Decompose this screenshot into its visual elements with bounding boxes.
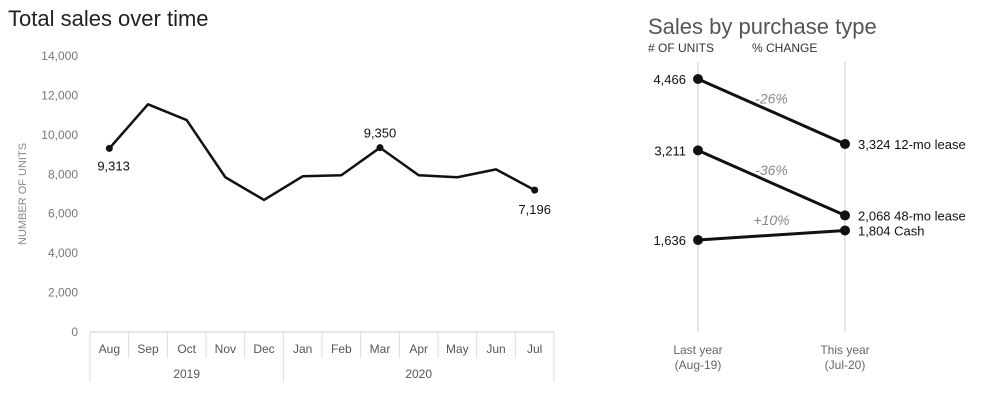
end-value-label: 2,068 48-mo lease bbox=[858, 208, 966, 223]
x-tick-label: Apr bbox=[409, 342, 428, 356]
period-label: Last year bbox=[673, 343, 722, 357]
slope-start-marker bbox=[693, 74, 703, 84]
start-value-label: 3,211 bbox=[654, 143, 686, 158]
x-group-label: 2019 bbox=[173, 367, 200, 381]
y-tick-label: 8,000 bbox=[48, 167, 78, 181]
y-tick-label: 0 bbox=[71, 325, 78, 339]
x-tick-label: Nov bbox=[215, 342, 236, 356]
slope-start-marker bbox=[693, 235, 703, 245]
slope-end-marker bbox=[840, 210, 850, 221]
data-label: 9,313 bbox=[97, 158, 130, 173]
percent-change-label: -36% bbox=[755, 162, 788, 178]
percent-change-label: +10% bbox=[753, 212, 789, 228]
x-tick-label: Mar bbox=[370, 342, 391, 356]
y-tick-label: 14,000 bbox=[41, 49, 78, 63]
series-line bbox=[108, 103, 536, 202]
data-point-marker bbox=[105, 144, 113, 152]
slope-end-marker bbox=[840, 138, 850, 149]
x-tick-label: Dec bbox=[253, 342, 274, 356]
end-value-label: 1,804 Cash bbox=[858, 223, 925, 238]
y-tick-label: 6,000 bbox=[48, 207, 78, 221]
y-tick-label: 12,000 bbox=[41, 88, 78, 102]
x-tick-label: May bbox=[446, 342, 469, 356]
change-column-header: % CHANGE bbox=[752, 41, 818, 55]
data-point-marker bbox=[531, 186, 539, 194]
percent-change-label: -26% bbox=[755, 90, 788, 106]
slope-line bbox=[697, 149, 846, 217]
slope-start-marker bbox=[693, 145, 703, 156]
y-tick-label: 10,000 bbox=[41, 128, 78, 142]
y-tick-label: 2,000 bbox=[48, 286, 78, 300]
start-value-label: 1,636 bbox=[653, 233, 686, 248]
slope-line bbox=[697, 77, 846, 146]
x-group-label: 2020 bbox=[405, 367, 432, 381]
period-label: (Jul-20) bbox=[825, 358, 866, 372]
y-axis-title: NUMBER OF UNITS bbox=[17, 143, 29, 245]
x-tick-label: Jul bbox=[527, 342, 542, 356]
data-label: 9,350 bbox=[364, 126, 397, 141]
units-column-header: # OF UNITS bbox=[648, 41, 715, 55]
slope-chart-title: Sales by purchase type bbox=[648, 14, 877, 39]
period-label: This year bbox=[820, 343, 869, 357]
end-value-label: 3,324 12-mo lease bbox=[858, 137, 966, 152]
start-value-label: 4,466 bbox=[653, 72, 686, 87]
y-tick-label: 4,000 bbox=[48, 246, 78, 260]
data-label: 7,196 bbox=[518, 202, 551, 217]
slope-end-marker bbox=[840, 225, 850, 236]
period-label: (Aug-19) bbox=[675, 358, 722, 372]
x-tick-label: Oct bbox=[177, 342, 196, 356]
x-tick-label: Jun bbox=[486, 342, 505, 356]
x-tick-label: Sep bbox=[137, 342, 159, 356]
x-tick-label: Aug bbox=[99, 342, 120, 356]
line-chart-title: Total sales over time bbox=[8, 6, 209, 31]
slope-line bbox=[697, 228, 846, 242]
data-point-marker bbox=[376, 144, 384, 152]
x-tick-label: Jan bbox=[293, 342, 312, 356]
x-tick-label: Feb bbox=[331, 342, 352, 356]
